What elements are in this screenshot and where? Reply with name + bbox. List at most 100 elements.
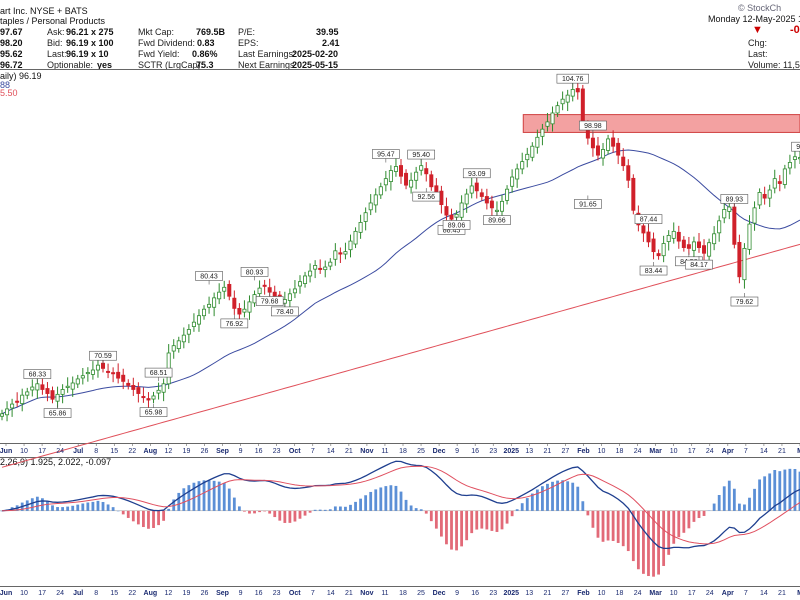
x-tick-label-bottom: Apr	[722, 590, 734, 597]
macd-histogram-bar	[293, 510, 297, 522]
candle-body	[570, 89, 575, 97]
macd-histogram-bar	[460, 510, 464, 547]
macd-histogram-bar	[571, 482, 575, 511]
candle-body	[156, 389, 161, 394]
sctr-label: SCTR (LrgCap):	[138, 60, 204, 70]
candle-body	[207, 303, 212, 308]
candle-body	[237, 307, 242, 315]
candle-body	[616, 142, 621, 156]
macd-histogram-bar	[409, 505, 413, 511]
x-tick-label-bottom: 24	[634, 590, 642, 597]
candle-body	[595, 145, 600, 156]
macd-histogram-bar	[727, 480, 731, 511]
last2-label: Last:	[748, 49, 768, 59]
annotation-label: 98.98	[584, 123, 602, 130]
candle-body	[227, 283, 232, 297]
candle-body	[656, 253, 661, 257]
candle-body	[5, 408, 10, 416]
macd-histogram-bar	[278, 510, 282, 521]
macd-histogram-bar	[500, 510, 504, 530]
annotation-box	[407, 149, 436, 160]
x-tick-label-top: 7	[311, 448, 315, 455]
candle-body	[252, 294, 257, 304]
candle-body	[141, 396, 146, 399]
x-tick-label-top: 9	[239, 448, 243, 455]
candle-body	[762, 193, 767, 199]
x-tick-label-top: Mar	[649, 448, 662, 455]
annotation-box	[412, 191, 441, 202]
candle-body	[479, 192, 484, 197]
candle-body	[611, 137, 616, 147]
macd-histogram-bar	[354, 501, 357, 511]
candle-body	[181, 334, 186, 343]
bid-value: 96.19 x 100	[66, 38, 114, 48]
candle-body	[136, 387, 141, 394]
macd-histogram-bar	[748, 497, 751, 511]
stock-title: art Inc. NYSE + BATS	[0, 6, 88, 16]
annotation-box	[791, 141, 800, 152]
candle-body	[469, 185, 474, 194]
candle-body	[626, 165, 631, 181]
macd-histogram-bar	[535, 489, 539, 511]
candle-body	[494, 209, 499, 212]
x-tick-label-top: 11	[381, 448, 388, 455]
annotation-label: 68.51	[150, 370, 168, 377]
last-earnings-label: Last Earnings:	[238, 49, 296, 59]
macd-histogram-bar	[566, 481, 570, 511]
candle-body	[196, 315, 201, 325]
macd-histogram-bar	[268, 510, 272, 514]
candle-body	[303, 275, 308, 284]
candle-body	[449, 214, 454, 220]
x-tick-label-bottom: 10	[670, 590, 678, 597]
x-tick-label-top: 23	[273, 448, 281, 455]
candle-body	[232, 297, 237, 309]
candle-body	[722, 209, 727, 219]
macd-histogram-bar	[485, 510, 489, 530]
x-tick-label-bottom: 9	[239, 590, 243, 597]
macd-histogram-bar	[737, 503, 741, 511]
annotation-box	[634, 214, 663, 224]
macd-histogram-bar	[495, 510, 499, 532]
x-tick-label-top: 18	[399, 448, 407, 455]
candle-body	[40, 384, 45, 390]
macd-histogram-bar	[465, 510, 469, 541]
macd-histogram-bar	[116, 510, 120, 512]
candle-body	[732, 206, 737, 245]
open-value: 97.67	[0, 27, 23, 37]
x-tick-label-bottom: 9	[455, 590, 459, 597]
candle-body	[590, 137, 595, 149]
annotation-label: 89.93	[726, 196, 744, 203]
candle-body	[262, 284, 267, 287]
macd-histogram-bar	[455, 510, 458, 551]
macd-histogram-bar	[722, 486, 726, 511]
x-tick-label-top: 14	[327, 448, 335, 455]
macd-histogram-bar	[530, 493, 534, 511]
x-tick-label-bottom: 13	[525, 590, 533, 597]
annotation-label: 95.40	[412, 152, 430, 159]
macd-histogram-bar	[152, 510, 155, 528]
macd-histogram-bar	[798, 471, 800, 511]
candle-body	[702, 245, 707, 254]
macd-histogram-bar	[369, 491, 373, 511]
annotation-box	[639, 265, 668, 276]
x-tick-label-bottom: 27	[562, 590, 570, 597]
candle-body	[510, 176, 515, 187]
x-tick-label-bottom: 21	[778, 590, 786, 597]
macd-histogram-bar	[525, 498, 529, 511]
candle-body	[661, 243, 666, 257]
macd-histogram-bar	[697, 510, 701, 519]
x-tick-label-bottom: Jun	[0, 590, 12, 597]
x-tick-label-top: Oct	[289, 448, 301, 455]
x-tick-label-bottom: Jul	[73, 590, 83, 597]
x-tick-label-top: Aug	[144, 448, 158, 455]
x-tick-label-bottom: 16	[471, 590, 479, 597]
x-tick-label-bottom: 19	[183, 590, 191, 597]
macd-histogram-bar	[657, 510, 660, 575]
candle-body	[318, 267, 323, 270]
annotation-box	[685, 259, 713, 270]
candle-body	[601, 149, 606, 159]
candle-body	[686, 244, 691, 249]
pe-value: 39.95	[316, 27, 339, 37]
annotation-label: 87.44	[640, 217, 658, 224]
candle-body	[747, 223, 752, 250]
